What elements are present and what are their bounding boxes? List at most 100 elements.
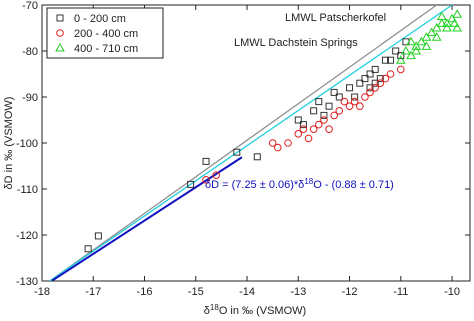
point bbox=[371, 84, 379, 92]
annotation: δD = (7.25 ± 0.06)*δ18O - (0.88 ± 0.71) bbox=[205, 177, 394, 191]
point bbox=[449, 18, 460, 27]
point bbox=[355, 102, 364, 110]
point bbox=[406, 50, 416, 60]
point bbox=[411, 41, 422, 50]
point bbox=[294, 130, 303, 138]
point bbox=[376, 75, 384, 83]
point bbox=[325, 102, 333, 110]
point bbox=[340, 97, 349, 106]
point bbox=[309, 125, 318, 133]
point bbox=[361, 75, 369, 83]
point bbox=[371, 79, 379, 87]
point bbox=[310, 107, 318, 115]
point bbox=[381, 74, 390, 83]
line bbox=[49, 5, 453, 281]
x-tick-label: -13 bbox=[290, 286, 306, 298]
line bbox=[49, 5, 438, 281]
point bbox=[330, 88, 338, 96]
point bbox=[431, 32, 442, 41]
point bbox=[411, 45, 422, 55]
point bbox=[268, 139, 277, 147]
point bbox=[366, 88, 374, 97]
y-tick-label: -80 bbox=[22, 46, 38, 58]
point bbox=[315, 98, 323, 106]
point bbox=[452, 22, 463, 32]
y-tick-label: -120 bbox=[16, 230, 38, 242]
line-label: LMWL Patscherkofel bbox=[285, 12, 386, 24]
point bbox=[356, 79, 364, 87]
point bbox=[325, 125, 333, 133]
point bbox=[187, 180, 195, 188]
annotation-part: δD = (7.25 ± 0.06)*δ bbox=[205, 179, 304, 191]
x-tick-label: -16 bbox=[137, 286, 153, 298]
point bbox=[320, 111, 328, 119]
x-axis-label-part: 18 bbox=[210, 303, 219, 312]
legend-label: 0 - 200 cm bbox=[74, 13, 126, 25]
line bbox=[51, 156, 243, 281]
point bbox=[416, 36, 427, 46]
point bbox=[431, 22, 442, 32]
annotation-part: 18 bbox=[304, 177, 313, 186]
point bbox=[314, 120, 323, 129]
point bbox=[371, 65, 379, 73]
point bbox=[436, 18, 447, 27]
point bbox=[452, 9, 463, 18]
point bbox=[361, 93, 369, 101]
point bbox=[376, 79, 385, 87]
legend-marker bbox=[56, 29, 64, 37]
point bbox=[397, 52, 405, 60]
point bbox=[386, 70, 395, 78]
point bbox=[94, 232, 102, 240]
point bbox=[397, 65, 405, 74]
point bbox=[401, 45, 411, 55]
point bbox=[284, 139, 292, 147]
point bbox=[346, 84, 354, 92]
point bbox=[392, 47, 400, 55]
y-tick-label: -100 bbox=[16, 138, 38, 150]
point bbox=[345, 102, 354, 110]
point bbox=[233, 148, 241, 156]
x-tick-label: -12 bbox=[342, 286, 358, 298]
point bbox=[253, 153, 261, 161]
legend-marker bbox=[55, 42, 65, 52]
point bbox=[202, 157, 210, 165]
point bbox=[335, 93, 343, 101]
y-tick-label: -130 bbox=[16, 276, 38, 288]
x-axis-label-part: O in ‰ (VSMOW) bbox=[219, 305, 306, 317]
point bbox=[320, 116, 328, 124]
point bbox=[442, 18, 452, 27]
y-tick-label: -70 bbox=[22, 0, 38, 12]
legend-marker bbox=[56, 14, 64, 22]
point bbox=[350, 97, 359, 106]
x-tick-label: -14 bbox=[239, 286, 255, 298]
y-axis-label: δD in ‰ (VSMOW) bbox=[3, 97, 15, 190]
legend-label: 200 - 400 cm bbox=[74, 28, 138, 40]
point bbox=[421, 41, 432, 50]
point bbox=[421, 32, 432, 41]
line-label: LMWL Dachstein Springs bbox=[234, 37, 358, 49]
point bbox=[366, 84, 374, 92]
point bbox=[395, 55, 406, 64]
point bbox=[387, 56, 395, 64]
point bbox=[442, 22, 452, 32]
point bbox=[273, 143, 282, 152]
point bbox=[299, 121, 307, 129]
legend-box bbox=[46, 7, 164, 59]
point bbox=[381, 56, 389, 64]
annotation-part: O - (0.88 ± 0.71) bbox=[313, 179, 394, 191]
point bbox=[84, 245, 92, 253]
point bbox=[202, 176, 210, 184]
y-tick-label: -110 bbox=[17, 184, 38, 196]
point bbox=[406, 36, 416, 46]
point bbox=[330, 111, 338, 120]
point bbox=[426, 27, 437, 37]
point bbox=[304, 134, 313, 143]
x-tick-label: -11 bbox=[393, 286, 408, 298]
x-tick-label: -18 bbox=[34, 286, 50, 298]
point bbox=[299, 125, 308, 133]
x-axis-label: δ18O in ‰ (VSMOW) bbox=[204, 303, 306, 317]
x-axis-label-part: δ bbox=[204, 305, 210, 317]
point bbox=[212, 171, 221, 179]
x-tick-label: -17 bbox=[85, 286, 101, 298]
